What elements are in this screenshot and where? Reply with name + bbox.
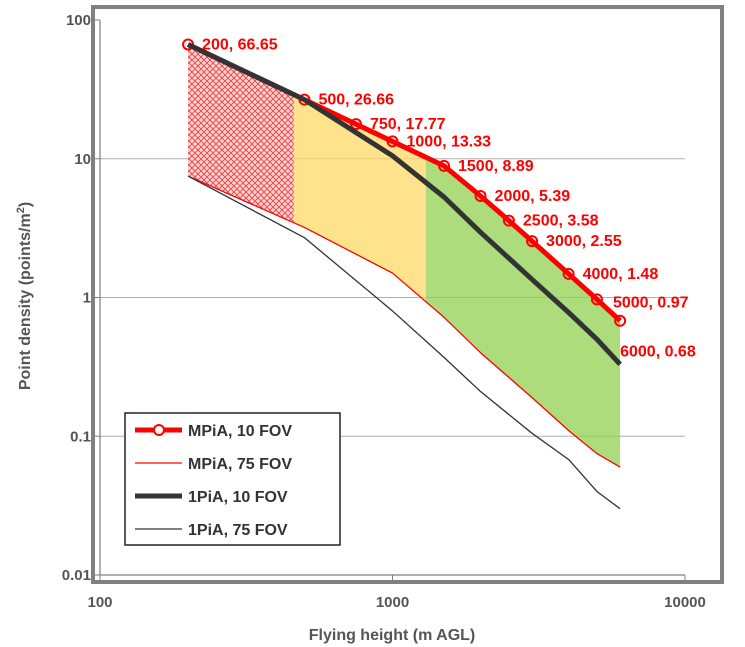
legend-marker-mpia-10-fov: [153, 424, 165, 436]
series-point-mpia-10-fov: [590, 293, 603, 306]
series-line-1pia-10-fov: [186, 42, 622, 367]
legend-label-1pia-10-fov: 1PiA, 10 FOV: [188, 489, 288, 506]
point-label: 200, 66.65: [202, 36, 278, 53]
point-label: 500, 26.66: [318, 92, 394, 109]
point-label: 2500, 3.58: [523, 213, 599, 230]
point-label: 750, 17.77: [370, 116, 446, 133]
legend-item-mpia-75-fov: MPiA, 75 FOV: [135, 456, 292, 473]
legend-label-1pia-75-fov: 1PiA, 75 FOV: [188, 522, 288, 539]
y-tick-label: 10: [74, 151, 91, 168]
x-tick-label: 1000: [376, 594, 409, 611]
legend: MPiA, 10 FOV MPiA, 75 FOV 1PiA, 10 FOV 1…: [124, 412, 341, 546]
legend-label-mpia-10-fov: MPiA, 10 FOV: [188, 423, 292, 440]
point-label: 1000, 13.33: [407, 133, 492, 150]
series-point-mpia-10-fov: [526, 235, 539, 248]
y-axis-title-superscript: 2: [15, 207, 27, 213]
series-line-1pia-75-fov: [187, 175, 621, 510]
y-axis-title-main: Point density (points/m: [17, 213, 34, 390]
y-tick-label: 0.01: [62, 567, 91, 584]
tick-labels: 0.01 0.1 1 10 100 100 1000 10000: [62, 12, 706, 611]
legend-item-1pia-75-fov: 1PiA, 75 FOV: [135, 522, 288, 539]
x-tick-label: 100: [87, 594, 112, 611]
shaded-region-1: [188, 44, 294, 223]
x-axis-title: Flying height (m AGL): [309, 627, 476, 644]
legend-item-mpia-10-fov: MPiA, 10 FOV: [135, 423, 292, 440]
y-axis-title-tail: ): [17, 202, 34, 207]
point-label: 6000, 0.68: [620, 344, 696, 361]
series-point-mpia-10-fov: [474, 189, 487, 202]
point-label: 4000, 1.48: [583, 266, 659, 283]
legend-item-1pia-10-fov: 1PiA, 10 FOV: [135, 489, 288, 506]
y-axis-title: Point density (points/m2): [15, 202, 34, 390]
y-tick-label: 1: [83, 290, 91, 307]
y-tick-label: 100: [66, 12, 91, 29]
shaded-regions: [188, 44, 621, 468]
series-lines: [182, 38, 627, 510]
series-point-mpia-10-fov: [502, 214, 515, 227]
series-point-mpia-10-fov: [386, 135, 399, 148]
series-point-mpia-10-fov: [562, 267, 575, 280]
series-line-mpia-75-fov: [187, 175, 621, 468]
point-label: 5000, 0.97: [613, 294, 689, 311]
series-point-mpia-10-fov: [614, 314, 627, 327]
point-label: 3000, 2.55: [546, 233, 622, 250]
series-point-mpia-10-fov: [349, 118, 362, 131]
series-line-mpia-10-fov: [186, 42, 622, 323]
x-tick-label: 10000: [664, 594, 706, 611]
shaded-region-3: [425, 157, 621, 468]
y-tick-label: 0.1: [70, 428, 91, 445]
chart-frame: [91, 5, 724, 584]
point-label: 1500, 8.89: [458, 158, 534, 175]
series-point-mpia-10-fov: [438, 159, 451, 172]
legend-label-mpia-75-fov: MPiA, 75 FOV: [188, 456, 292, 473]
point-label: 2000, 5.39: [495, 188, 571, 205]
